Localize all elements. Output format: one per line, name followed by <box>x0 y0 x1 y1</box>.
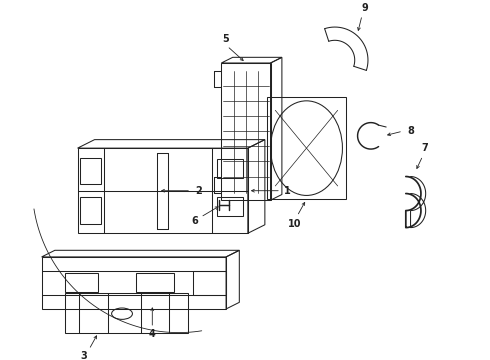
Text: 5: 5 <box>222 34 228 44</box>
Text: 2: 2 <box>196 186 202 196</box>
Text: 6: 6 <box>192 216 198 226</box>
Text: 1: 1 <box>284 186 291 196</box>
Text: 9: 9 <box>362 3 368 13</box>
Text: 8: 8 <box>407 126 414 136</box>
Text: 7: 7 <box>421 143 428 153</box>
Text: 10: 10 <box>289 219 302 229</box>
Text: 3: 3 <box>81 351 88 360</box>
Text: 4: 4 <box>149 329 156 339</box>
